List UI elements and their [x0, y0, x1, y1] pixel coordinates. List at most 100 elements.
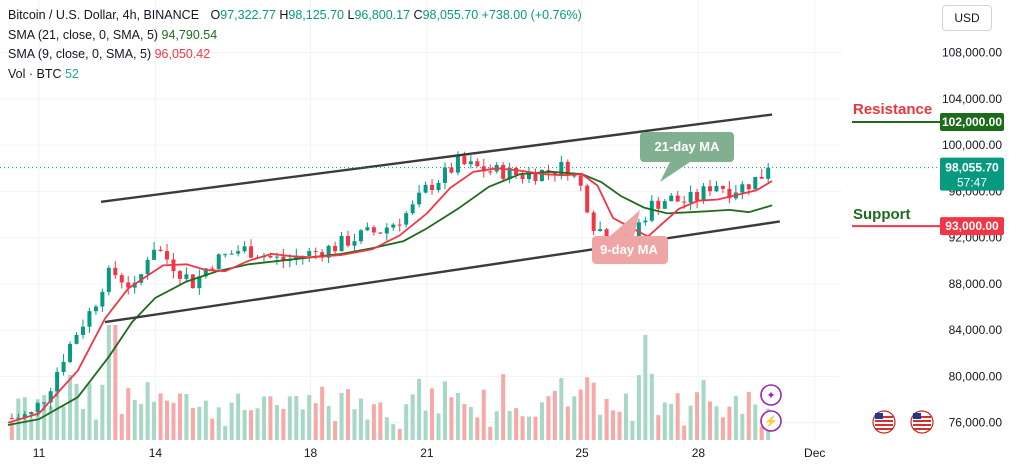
candle-body — [29, 412, 34, 415]
candle-body — [190, 274, 195, 289]
volume-bar — [455, 392, 460, 440]
us-flag-icon[interactable] — [872, 410, 896, 434]
candle-body — [203, 268, 208, 277]
volume-bar — [223, 425, 228, 440]
legend-sma21-row[interactable]: SMA (21, close, 0, SMA, 5) 94,790.54 — [8, 26, 582, 46]
volume-bar — [358, 398, 363, 440]
flag-stripe — [913, 416, 931, 418]
high-value: 98,125.70 — [288, 8, 344, 22]
volume-bar — [177, 393, 182, 440]
flag-canton — [875, 413, 883, 419]
x-tick-label: 14 — [149, 446, 163, 460]
lightning-icon-glyph: ⚡ — [764, 415, 778, 428]
y-tick-label: 108,000.00 — [942, 46, 1002, 60]
x-tick-label: 25 — [575, 446, 589, 460]
us-flag-icon[interactable] — [910, 410, 934, 434]
candlesticks — [9, 151, 771, 421]
legend-sma9-row[interactable]: SMA (9, close, 0, SMA, 5) 96,050.42 — [8, 45, 582, 65]
volume-bar — [371, 404, 376, 440]
volume-bar — [727, 406, 732, 440]
volume-bar — [714, 406, 719, 440]
volume-bar — [507, 411, 512, 440]
volume-bar — [442, 381, 447, 440]
x-tick-label: 18 — [304, 446, 318, 460]
sparkle-icon[interactable] — [760, 384, 782, 406]
candle-body — [727, 188, 732, 199]
x-tick-label: Dec — [804, 446, 825, 460]
candle-body — [766, 167, 771, 179]
candle-body — [578, 175, 583, 186]
candle-body — [701, 186, 706, 201]
volume-bar — [74, 383, 79, 440]
candle-body — [649, 200, 654, 221]
candle-body — [242, 246, 247, 252]
candle-body — [520, 174, 525, 180]
flag-stripe — [875, 420, 893, 422]
y-tick-label: 80,000.00 — [949, 369, 1003, 383]
candle-body — [759, 176, 764, 179]
candle-body — [591, 212, 596, 231]
y-tick-label: 100,000.00 — [942, 138, 1002, 152]
volume-bar — [746, 391, 751, 440]
candle-body — [100, 291, 105, 307]
resistance-price-tag: 102,000.00 — [942, 115, 1002, 129]
volume-bar — [533, 416, 538, 440]
volume-bar — [326, 405, 331, 440]
volume-bar — [236, 393, 241, 440]
candle-body — [229, 253, 234, 255]
volume-bar — [268, 396, 273, 440]
flag-stripe — [913, 420, 931, 422]
y-tick-label: 84,000.00 — [949, 323, 1003, 337]
candle-body — [449, 167, 454, 173]
volume-bar — [462, 403, 467, 440]
volume-bar — [113, 325, 118, 440]
candle-body — [210, 268, 215, 270]
candle-body — [216, 254, 221, 270]
candle-body — [546, 170, 551, 173]
volume-bar — [695, 392, 700, 440]
candle-body — [585, 185, 590, 213]
symbol-title[interactable]: Bitcoin / U.S. Dollar, 4h, BINANCE — [8, 8, 200, 22]
volume-bar — [410, 394, 415, 440]
volume-bar — [559, 378, 564, 440]
candle-body — [514, 167, 519, 175]
candle-body — [378, 232, 383, 234]
candle-body — [527, 172, 532, 180]
candle-body — [475, 161, 480, 167]
last-price-tag: 98,055.70 — [945, 161, 999, 175]
volume-bars — [9, 325, 771, 440]
currency-button[interactable]: USD — [942, 5, 992, 31]
candle-body — [320, 252, 325, 258]
volume-bar — [682, 425, 687, 440]
flag-canton — [913, 413, 921, 419]
volume-bar — [287, 396, 292, 440]
volume-bar — [274, 405, 279, 440]
candle-body — [333, 245, 338, 252]
candle-body — [346, 236, 351, 246]
volume-bar — [501, 374, 506, 440]
volume-bar — [488, 426, 493, 440]
ma21-callout-label: 21-day MA — [654, 139, 720, 154]
volume-bar — [565, 406, 570, 440]
lightning-icon[interactable] — [760, 410, 782, 432]
candle-body — [184, 274, 189, 279]
volume-bar — [93, 419, 98, 440]
volume-bar — [546, 396, 551, 440]
volume-bar — [55, 390, 60, 440]
candle-body — [604, 229, 609, 242]
volume-bar — [333, 421, 338, 440]
candle-body — [339, 236, 344, 252]
sparkle-icon-glyph: ✦ — [766, 390, 775, 402]
volume-bar — [48, 406, 53, 440]
volume-bar — [300, 409, 305, 440]
candle-body — [55, 371, 60, 392]
candle-body — [404, 213, 409, 225]
volume-bar — [9, 421, 14, 440]
candle-body — [391, 224, 396, 228]
legend-vol-row[interactable]: Vol · BTC 52 — [8, 65, 582, 85]
volume-bar — [552, 390, 557, 440]
volume-bar — [378, 402, 383, 440]
volume-bar — [119, 414, 124, 440]
volume-bar — [572, 396, 577, 440]
